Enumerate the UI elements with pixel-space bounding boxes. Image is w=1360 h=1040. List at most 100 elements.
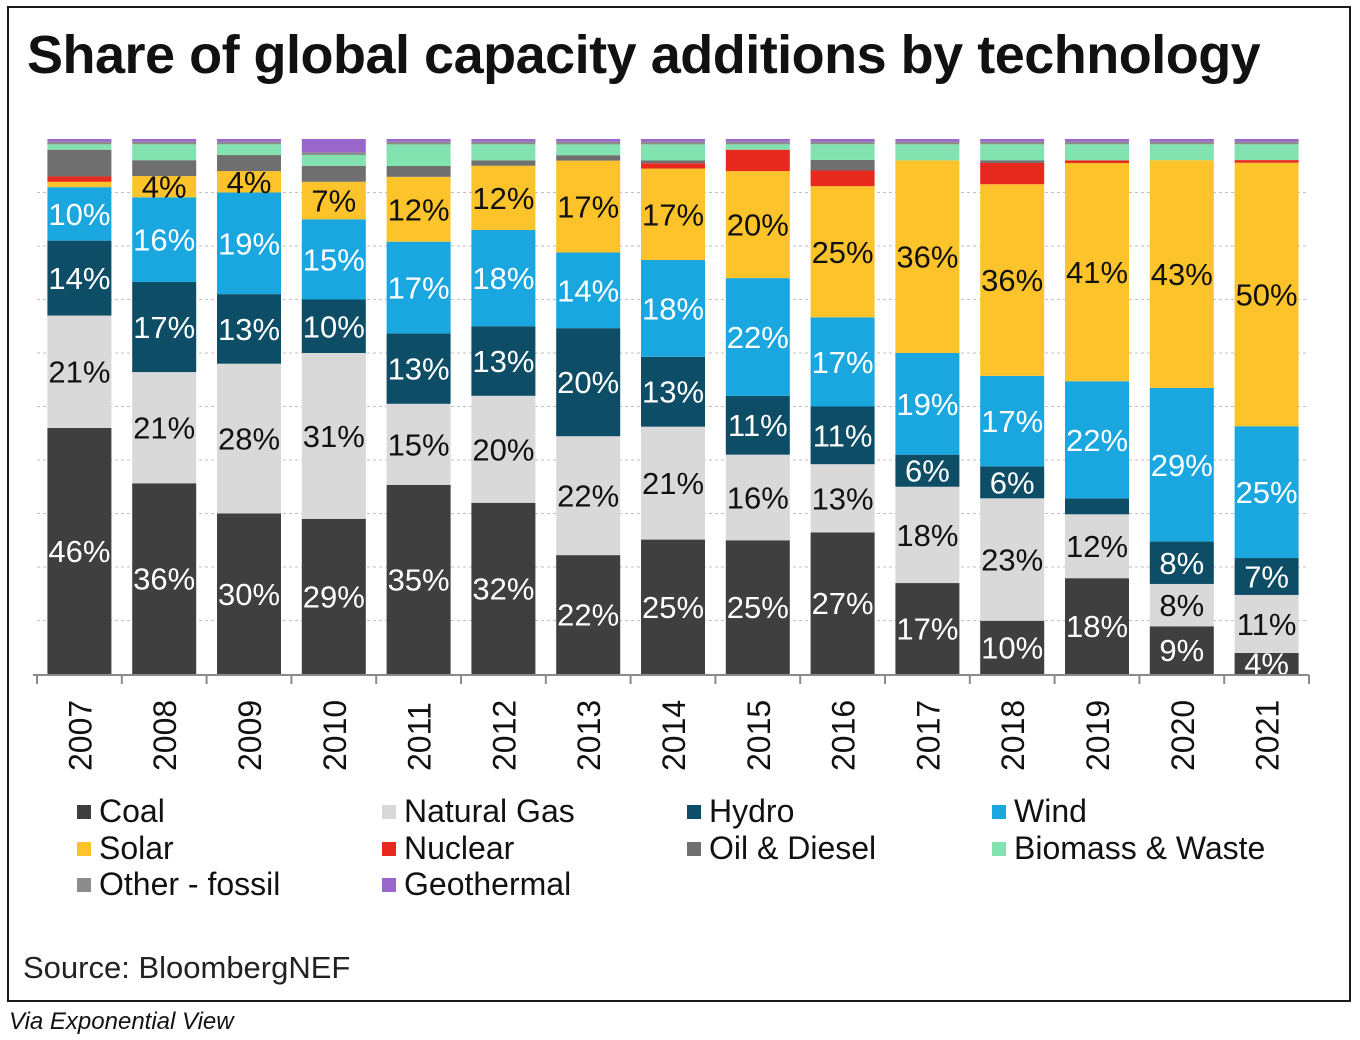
data-label-coal-2008: 36% xyxy=(133,562,195,597)
data-label-wind-2018: 17% xyxy=(981,404,1043,439)
bar-segment-oil-diesel-2018 xyxy=(980,160,1045,163)
bar-segment-coal-2008 xyxy=(132,483,197,674)
bar-segment-solar-2015 xyxy=(725,171,790,279)
data-label-natural-gas-2012: 20% xyxy=(472,432,534,467)
bar-segment-wind-2007 xyxy=(47,187,112,241)
bar-segment-geothermal-2018 xyxy=(980,139,1045,142)
x-tick-label-2015: 2015 xyxy=(741,700,777,771)
data-label-solar-2019: 41% xyxy=(1066,255,1128,290)
bar-segment-wind-2014 xyxy=(641,259,705,357)
bar-segment-biomass-waste-2015 xyxy=(725,144,790,150)
bar-segment-coal-2014 xyxy=(641,539,705,674)
bar-segment-biomass-waste-2011 xyxy=(386,144,451,167)
bar-segment-hydro-2016 xyxy=(810,406,875,465)
data-label-wind-2019: 22% xyxy=(1066,423,1128,458)
bar-segment-solar-2017 xyxy=(895,160,960,353)
data-label-solar-2021: 50% xyxy=(1236,277,1298,312)
bar-segment-hydro-2009 xyxy=(217,294,281,364)
data-label-solar-2015: 20% xyxy=(727,208,789,243)
data-label-wind-2007: 10% xyxy=(48,197,110,232)
bar-segment-hydro-2018 xyxy=(980,466,1045,499)
bar-segment-solar-2019 xyxy=(1065,162,1129,382)
bar-segment-biomass-waste-2021 xyxy=(1234,144,1299,161)
bar-segment-coal-2020 xyxy=(1149,626,1214,674)
data-label-coal-2014: 25% xyxy=(642,590,704,625)
bar-segment-geothermal-2008 xyxy=(132,139,197,142)
bar-segment-geothermal-2019 xyxy=(1065,139,1129,142)
bar-segment-geothermal-2012 xyxy=(471,139,536,142)
bar-segment-wind-2018 xyxy=(980,375,1045,467)
data-label-hydro-2007: 14% xyxy=(48,261,110,296)
bar-segment-other-fossil-2021 xyxy=(1234,141,1299,145)
bar-segment-other-fossil-2011 xyxy=(386,141,451,145)
data-label-wind-2008: 16% xyxy=(133,223,195,258)
bar-segment-wind-2008 xyxy=(132,197,197,283)
bar-segment-solar-2021 xyxy=(1234,162,1299,427)
bar-segment-oil-diesel-2010 xyxy=(301,165,366,182)
bar-segment-biomass-waste-2018 xyxy=(980,144,1045,161)
bar-segment-natural-gas-2015 xyxy=(725,454,790,541)
x-tick-label-2014: 2014 xyxy=(656,700,692,771)
bar-segment-geothermal-2016 xyxy=(810,139,875,142)
bar-segment-natural-gas-2013 xyxy=(556,436,621,556)
bar-segment-biomass-waste-2014 xyxy=(641,144,705,161)
data-label-wind-2010: 15% xyxy=(303,242,365,277)
data-label-solar-2013: 17% xyxy=(557,190,619,225)
data-label-wind-2016: 17% xyxy=(812,345,874,380)
bar-segment-other-fossil-2020 xyxy=(1149,141,1214,145)
bar-segment-natural-gas-2019 xyxy=(1065,514,1129,579)
data-label-natural-gas-2011: 15% xyxy=(388,427,450,462)
bar-segment-coal-2010 xyxy=(301,518,366,674)
bar-segment-solar-2016 xyxy=(810,186,875,318)
data-label-solar-2010: 7% xyxy=(311,184,356,219)
bar-segment-other-fossil-2007 xyxy=(47,141,112,145)
bar-segment-hydro-2020 xyxy=(1149,541,1214,584)
data-label-coal-2009: 30% xyxy=(218,577,280,612)
data-label-natural-gas-2015: 16% xyxy=(727,480,789,515)
data-label-solar-2016: 25% xyxy=(812,235,874,270)
bar-segment-natural-gas-2014 xyxy=(641,426,705,540)
bar-segment-coal-2016 xyxy=(810,532,875,674)
data-label-hydro-2008: 17% xyxy=(133,310,195,345)
x-tick-label-2009: 2009 xyxy=(232,700,268,771)
x-tick-label-2008: 2008 xyxy=(147,700,183,771)
bar-segment-coal-2018 xyxy=(980,620,1045,674)
bar-segment-natural-gas-2016 xyxy=(810,464,875,533)
bar-segment-coal-2007 xyxy=(47,427,112,674)
data-label-solar-2017: 36% xyxy=(896,240,958,275)
bar-segment-wind-2020 xyxy=(1149,387,1214,542)
data-label-solar-2018: 36% xyxy=(981,263,1043,298)
bar-segment-biomass-waste-2012 xyxy=(471,144,536,161)
data-label-natural-gas-2009: 28% xyxy=(218,422,280,457)
bar-segment-natural-gas-2021 xyxy=(1234,594,1299,653)
bar-segment-hydro-2017 xyxy=(895,454,960,487)
x-tick-label-2013: 2013 xyxy=(571,700,607,771)
bar-segment-hydro-2014 xyxy=(641,356,705,427)
bar-segment-hydro-2011 xyxy=(386,333,451,404)
bar-segment-wind-2009 xyxy=(217,192,281,295)
data-label-solar-2014: 17% xyxy=(642,197,704,232)
data-label-coal-2016: 27% xyxy=(812,586,874,621)
data-label-coal-2017: 17% xyxy=(896,612,958,647)
bar-segment-hydro-2015 xyxy=(725,395,790,455)
data-label-coal-2020: 9% xyxy=(1159,633,1204,668)
bar-segment-nuclear-2016 xyxy=(810,170,875,187)
bar-segment-hydro-2012 xyxy=(471,326,536,396)
bar-segment-geothermal-2021 xyxy=(1234,139,1299,142)
data-label-natural-gas-2016: 13% xyxy=(812,481,874,516)
chart-title: Share of global capacity additions by te… xyxy=(27,25,1261,85)
data-label-wind-2020: 29% xyxy=(1151,448,1213,483)
bar-segment-solar-2007 xyxy=(47,181,112,188)
bar-segment-hydro-2007 xyxy=(47,240,112,316)
bar-segment-coal-2012 xyxy=(471,502,536,674)
bar-segment-other-fossil-2019 xyxy=(1065,141,1129,145)
bar-segment-biomass-waste-2017 xyxy=(895,144,960,161)
bar-segment-nuclear-2018 xyxy=(980,162,1045,185)
bar-segment-natural-gas-2020 xyxy=(1149,583,1214,627)
bar-segment-oil-diesel-2014 xyxy=(641,160,705,164)
data-label-hydro-2017: 6% xyxy=(905,454,950,489)
data-label-wind-2009: 19% xyxy=(218,226,280,261)
bar-segment-biomass-waste-2019 xyxy=(1065,144,1129,161)
bar-segment-solar-2012 xyxy=(471,165,536,230)
data-label-hydro-2011: 13% xyxy=(388,352,450,387)
